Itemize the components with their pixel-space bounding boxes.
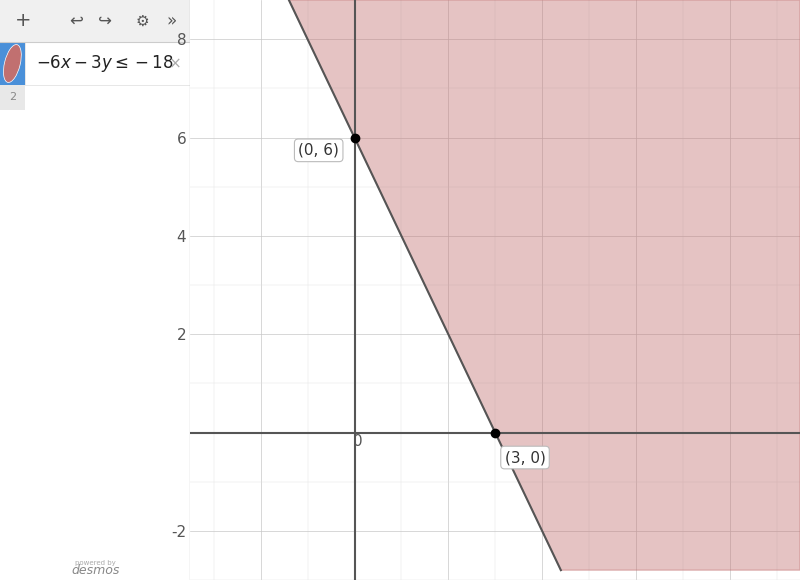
- Text: desmos: desmos: [71, 564, 119, 577]
- Text: powered by: powered by: [75, 560, 115, 565]
- Text: ↪: ↪: [98, 12, 112, 30]
- Text: ↩: ↩: [70, 12, 83, 30]
- Text: (3, 0): (3, 0): [505, 450, 546, 465]
- Bar: [0, 85, 25, 110]
- Bar: [0, 42, 25, 85]
- Ellipse shape: [3, 45, 22, 82]
- Bar: [0, 0, 190, 42]
- Text: (0, 6): (0, 6): [298, 143, 339, 158]
- Text: 1: 1: [9, 57, 16, 70]
- Text: »: »: [166, 12, 177, 30]
- Text: ×: ×: [169, 56, 182, 71]
- Text: $-6x - 3y \leq -18$: $-6x - 3y \leq -18$: [36, 53, 174, 74]
- Polygon shape: [289, 0, 800, 570]
- Bar: [25, 42, 190, 85]
- Text: ⚙: ⚙: [136, 13, 150, 28]
- Text: 0: 0: [354, 434, 363, 449]
- Text: +: +: [14, 12, 31, 30]
- Text: 2: 2: [9, 92, 16, 103]
